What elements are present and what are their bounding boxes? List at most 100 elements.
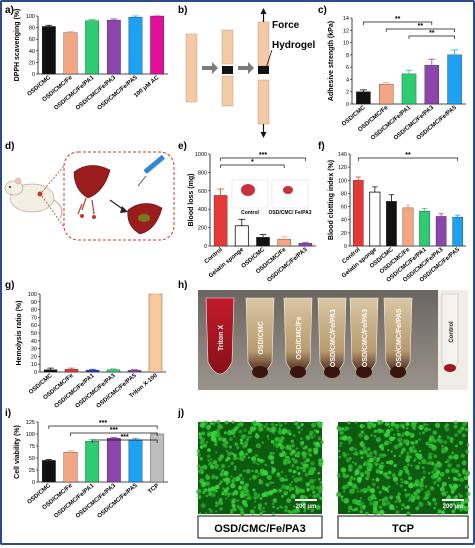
cell (360, 441, 363, 444)
significance-label: ** (418, 23, 424, 30)
cell (336, 426, 341, 430)
substrate-strip-top (221, 29, 234, 65)
cell (231, 503, 236, 508)
cell (336, 491, 342, 498)
cell (261, 441, 264, 444)
cell (300, 423, 304, 427)
cell (362, 463, 366, 467)
cell (438, 439, 444, 444)
cell (354, 462, 358, 466)
cell (317, 436, 322, 441)
tube-label: OSD/CMC (258, 321, 265, 354)
y-tick-label: 0 (32, 72, 35, 78)
cell (306, 466, 309, 469)
y-tick-label: 80 (31, 308, 37, 314)
cell (306, 452, 310, 456)
cell (299, 494, 305, 500)
cell (366, 447, 371, 452)
cell (421, 431, 426, 435)
significance-label: ** (405, 152, 411, 159)
bar (369, 191, 381, 247)
cell (368, 454, 373, 459)
cell (263, 425, 267, 429)
cell (201, 471, 204, 475)
syringe-body-icon (143, 155, 165, 174)
cell (223, 443, 228, 449)
cell (446, 491, 449, 494)
cell (228, 445, 232, 449)
y-tick-label: 20 (29, 60, 35, 66)
cell (305, 435, 311, 441)
cell (308, 432, 313, 437)
tube-label: OSD/CMC/Fe (296, 316, 303, 359)
cell (342, 472, 346, 476)
bar (63, 32, 78, 75)
cell (259, 458, 263, 463)
cell (243, 428, 248, 433)
rat-tail (53, 199, 63, 219)
force-label: Force (272, 20, 300, 31)
y-tick-label: 8 (346, 53, 349, 59)
cell (449, 437, 454, 441)
cell (279, 443, 282, 447)
bar (148, 293, 163, 373)
cell (422, 475, 426, 480)
cell (378, 490, 382, 494)
cell (309, 478, 315, 485)
cell (253, 506, 256, 509)
cell (244, 452, 249, 456)
cell (340, 498, 344, 501)
bar (447, 54, 462, 105)
bar (63, 452, 78, 483)
cell (342, 486, 345, 489)
cell (461, 433, 466, 438)
cell (381, 453, 386, 458)
cell (336, 473, 341, 478)
cell (359, 497, 363, 500)
cell (412, 490, 419, 497)
cell (309, 494, 312, 497)
y-tick-label: 60 (341, 205, 347, 211)
significance-bracket (408, 35, 455, 39)
cell (273, 441, 279, 448)
panel-b-schematic: Force Hydrogel (185, 8, 316, 138)
x-tick-label: OSD/CMC/Fe/PA5 (97, 75, 140, 112)
cell (391, 472, 397, 478)
cell (397, 498, 402, 503)
cell (214, 466, 218, 470)
cell (455, 505, 461, 510)
cell (209, 422, 213, 425)
y-tick-label: 0 (344, 244, 347, 250)
cell (381, 498, 386, 503)
y-axis-label: Blood clotting index (%) (328, 160, 335, 240)
cell (233, 490, 239, 496)
cell (284, 421, 288, 425)
cell (437, 484, 440, 487)
cell (455, 444, 458, 448)
significance-bracket (48, 425, 158, 429)
cell (200, 502, 206, 509)
panel-h-photo: Triton X OSD/CMC OSD/CMC/Fe OSD/CMC/Fe/PA1 O… (198, 290, 468, 390)
bar (150, 15, 165, 75)
y-tick-label: 20 (341, 231, 347, 237)
cell (284, 475, 287, 478)
cell (253, 500, 257, 503)
cell (231, 420, 235, 424)
cell (363, 433, 366, 436)
cell (432, 466, 439, 472)
cell (439, 464, 442, 467)
cell (452, 483, 459, 489)
substrate-strip-pulled-bottom (257, 79, 270, 125)
cell (272, 452, 275, 455)
cell (382, 472, 388, 478)
cell (373, 429, 378, 434)
cell (292, 434, 296, 437)
cell (199, 445, 204, 449)
significance-label: *** (110, 427, 118, 434)
cell (247, 448, 253, 453)
panel-label-b: b) (178, 5, 187, 16)
cell (410, 464, 413, 467)
cell (241, 499, 247, 505)
significance-label: ** (429, 30, 435, 37)
cell (397, 438, 401, 442)
